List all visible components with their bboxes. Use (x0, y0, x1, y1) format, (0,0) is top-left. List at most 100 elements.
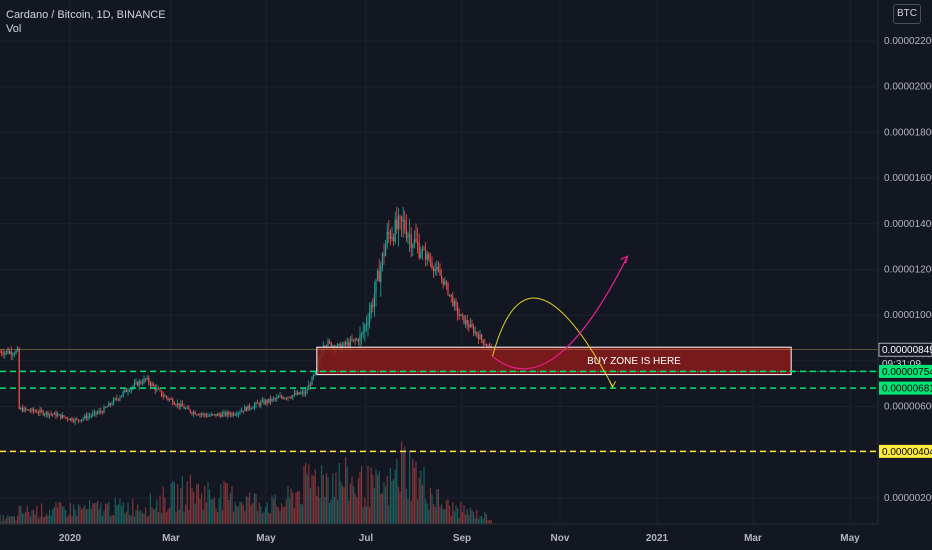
volume-bar (125, 511, 127, 524)
candle-body (365, 324, 367, 326)
volume-bar (242, 504, 244, 524)
volume-bars (0, 441, 492, 524)
buy-zone-box (316, 346, 792, 376)
currency-button[interactable]: BTC (893, 4, 921, 24)
volume-bar (372, 475, 374, 524)
candle-body (31, 408, 33, 412)
volume-bar (301, 504, 303, 524)
candle-body (487, 345, 489, 347)
candle-body (135, 381, 137, 384)
volume-bar (431, 494, 433, 524)
candle-body (399, 216, 401, 218)
candle-body (55, 412, 57, 417)
volume-bar (421, 485, 423, 524)
volume-bar (29, 516, 31, 524)
candle-body (210, 414, 212, 416)
candle-body (370, 304, 372, 314)
volume-bar (237, 506, 239, 524)
candle-body (177, 403, 179, 406)
candle-body (393, 237, 395, 242)
time-tick-label: May (256, 533, 276, 544)
candle-body (255, 402, 257, 405)
volume-bar (186, 481, 188, 524)
candle-body (442, 278, 444, 285)
volume-bar (76, 515, 78, 524)
candle-body (369, 313, 371, 324)
candle-body (26, 409, 28, 411)
volume-bar (359, 471, 361, 524)
volume-bar (389, 467, 391, 524)
candle-body (189, 409, 191, 413)
volume-bar (477, 518, 479, 524)
candle-body (295, 393, 297, 395)
volume-bar (289, 498, 291, 524)
volume-bar (402, 452, 404, 524)
volume-bar (319, 497, 321, 524)
candle-body (345, 342, 347, 345)
volume-bar (17, 515, 19, 524)
volume-bar (199, 498, 201, 524)
time-axis[interactable]: 2020 Mar May Jul Sep Nov 2021 Mar May (0, 523, 877, 544)
volume-bar (82, 507, 84, 524)
volume-bar (305, 462, 307, 524)
volume-bar (277, 507, 279, 524)
volume-bar (140, 510, 142, 524)
volume-bar (313, 476, 315, 524)
candle-body (169, 398, 171, 400)
volume-bar (100, 502, 102, 524)
candle-body (234, 414, 236, 416)
volume-bar (346, 466, 348, 524)
volume-bar (370, 467, 372, 524)
volume-bar (361, 465, 363, 524)
volume-bar (41, 503, 43, 524)
volume-bar (394, 469, 396, 524)
volume-bar (285, 499, 287, 524)
candle-body (404, 219, 406, 230)
volume-bar (460, 502, 462, 524)
volume-bar (49, 510, 51, 524)
candle-body (383, 253, 385, 256)
candle-body (349, 339, 351, 347)
volume-bar (292, 492, 294, 524)
volume-bar (108, 501, 110, 524)
candle-body (433, 267, 435, 272)
candle-body (324, 345, 326, 347)
buy-zone: BUY ZONE IS HERE (316, 346, 792, 376)
volume-bar (436, 489, 438, 524)
volume-bar (461, 512, 463, 524)
volume-bar (255, 493, 257, 524)
candle-body (388, 231, 390, 234)
volume-bar (53, 506, 55, 524)
candle-body (308, 384, 310, 390)
volume-bar (231, 486, 233, 524)
candle-body (76, 418, 78, 420)
volume-bar (469, 507, 471, 524)
candle-body (458, 314, 460, 317)
candle-body (397, 216, 399, 230)
volume-bar (132, 498, 134, 524)
candle-body (479, 334, 481, 340)
volume-bar (271, 495, 273, 524)
price-axis[interactable]: 0.00002200 0.00002000 0.00001800 0.00001600… (877, 0, 932, 524)
candle-body (338, 343, 340, 345)
buy-zone-label: BUY ZONE IS HERE (587, 356, 681, 367)
volume-bar (12, 516, 14, 524)
candle-body (218, 413, 220, 415)
volume-bar (90, 508, 92, 524)
candle-body (34, 411, 36, 413)
volume-bar (223, 480, 225, 524)
volume-bar (308, 464, 310, 524)
candle-body (413, 239, 415, 246)
volume-bar (348, 500, 350, 524)
volume-bar (234, 502, 236, 524)
volume-bar (165, 512, 167, 524)
candle-body (95, 411, 97, 414)
candle-body (460, 314, 462, 317)
candle-body (271, 398, 273, 402)
volume-bar (287, 485, 289, 524)
time-tick-label: Jul (359, 533, 374, 544)
candle-body (153, 383, 155, 387)
volume-bar (380, 493, 382, 524)
volume-bar (337, 499, 339, 524)
